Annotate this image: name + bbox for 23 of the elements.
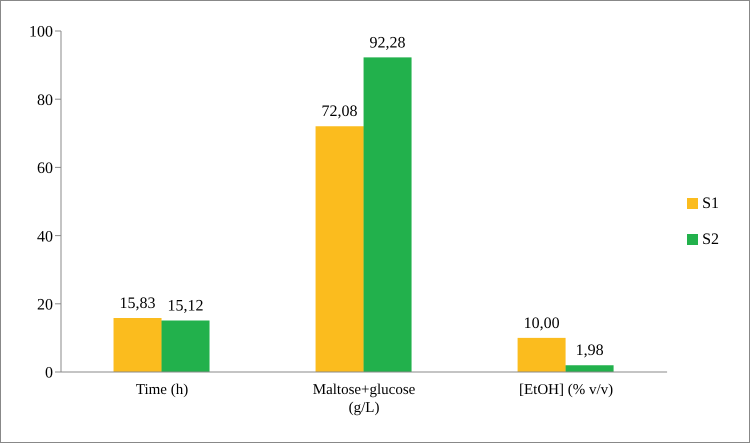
- data-label: 15,83: [120, 295, 156, 312]
- y-tick-label: 100: [29, 24, 53, 41]
- data-label: 15,12: [168, 297, 204, 314]
- x-tick-label: Maltose+glucose (g/L): [312, 382, 416, 416]
- bar: [364, 57, 412, 372]
- legend-label: S2: [702, 230, 719, 248]
- legend-label: S1: [702, 194, 719, 212]
- bar: [518, 338, 566, 372]
- data-label: 92,28: [370, 34, 406, 52]
- bar: [316, 126, 364, 372]
- bar: [162, 320, 210, 372]
- data-label: 72,08: [322, 103, 358, 120]
- x-tick-label: Time (h): [136, 382, 188, 398]
- y-tick-label: 80: [37, 92, 53, 109]
- bar: [566, 365, 614, 372]
- y-tick-label: 20: [37, 296, 53, 314]
- y-tick-label: 0: [45, 364, 53, 382]
- data-label: 1,98: [576, 342, 604, 360]
- data-label: 10,00: [524, 314, 560, 332]
- x-tick-label: [EtOH] (% v/v): [519, 382, 614, 398]
- y-tick-label: 40: [37, 228, 53, 246]
- bar: [114, 318, 162, 372]
- y-tick-label: 60: [37, 160, 53, 178]
